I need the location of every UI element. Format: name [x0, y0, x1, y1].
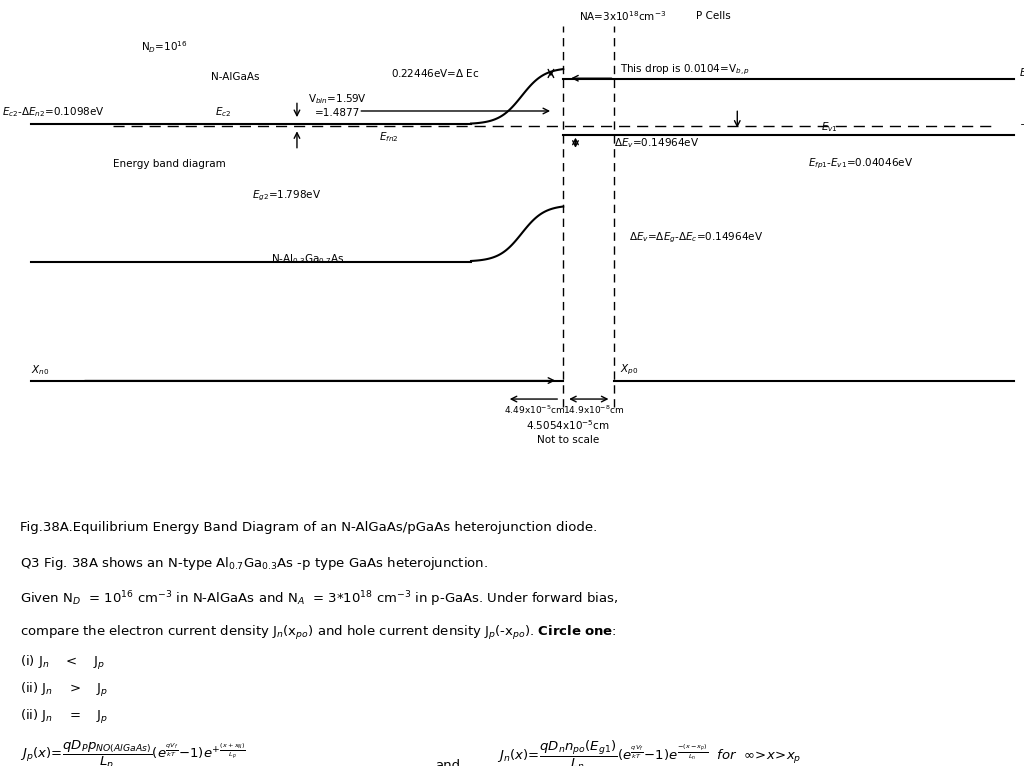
Text: 4.5054x10$^{-5}$cm: 4.5054x10$^{-5}$cm [526, 418, 610, 432]
Text: N$_D$=10$^{16}$: N$_D$=10$^{16}$ [140, 40, 187, 55]
Text: $E_{fn2}$: $E_{fn2}$ [379, 130, 399, 144]
Text: Not to scale: Not to scale [538, 435, 599, 445]
Text: Energy band diagram: Energy band diagram [113, 159, 225, 169]
Text: 0.22446eV=$\Delta$ Ec: 0.22446eV=$\Delta$ Ec [391, 67, 479, 79]
Text: compare the electron current density J$_n$(x$_{po}$) and hole current density J$: compare the electron current density J$_… [20, 624, 617, 642]
Text: $\Delta E_v$=0.14964eV: $\Delta E_v$=0.14964eV [614, 136, 699, 149]
Text: (ii) J$_n$    >    J$_p$: (ii) J$_n$ > J$_p$ [20, 682, 109, 699]
Text: Given N$_D$  = 10$^{16}$ cm$^{-3}$ in N-AlGaAs and N$_A$  = 3*10$^{18}$ cm$^{-3}: Given N$_D$ = 10$^{16}$ cm$^{-3}$ in N-A… [20, 590, 618, 609]
Text: NA=3x10$^{18}$cm$^{-3}$: NA=3x10$^{18}$cm$^{-3}$ [579, 9, 666, 23]
Text: Fig.38A.Equilibrium Energy Band Diagram of an N-AlGaAs/pGaAs heterojunction diod: Fig.38A.Equilibrium Energy Band Diagram … [20, 521, 598, 534]
Text: 4.49x10$^{-5}$cm: 4.49x10$^{-5}$cm [504, 404, 565, 416]
Text: 14.9x10$^{-8}$cm: 14.9x10$^{-8}$cm [563, 404, 625, 416]
Text: and: and [435, 758, 460, 766]
Text: $X_{n0}$: $X_{n0}$ [31, 363, 49, 377]
Text: $E_{c1}$: $E_{c1}$ [1019, 66, 1024, 80]
Text: P Cells: P Cells [696, 11, 731, 21]
Text: N-Al$_{0.3}$Ga$_{0.7}$As: N-Al$_{0.3}$Ga$_{0.7}$As [270, 252, 344, 266]
Text: N-AlGaAs: N-AlGaAs [211, 72, 260, 82]
Text: $\Delta E_v$=$\Delta E_g$-$\Delta E_c$=0.14964eV: $\Delta E_v$=$\Delta E_g$-$\Delta E_c$=0… [629, 231, 764, 245]
Text: $E_{fp1}$-$E_{v1}$=0.04046eV: $E_{fp1}$-$E_{v1}$=0.04046eV [808, 157, 912, 171]
Text: This drop is 0.0104=V$_{b,p}$: This drop is 0.0104=V$_{b,p}$ [620, 63, 750, 77]
Text: =1.4877: =1.4877 [315, 107, 360, 117]
Text: $X_{p0}$: $X_{p0}$ [620, 363, 638, 377]
Text: $E_{c2}$-$\Delta E_{n2}$=0.1098eV: $E_{c2}$-$\Delta E_{n2}$=0.1098eV [2, 106, 104, 119]
Text: $J_p(x)\!=\!\dfrac{qD_P p_{NO(AlGaAs)}}{L_p}(e^{\frac{qV_f}{kT}}\!-\!1)e^{+\frac: $J_p(x)\!=\!\dfrac{qD_P p_{NO(AlGaAs)}}{… [20, 739, 247, 766]
Text: (i) J$_n$    <    J$_p$: (i) J$_n$ < J$_p$ [20, 654, 105, 673]
Text: $-E_{fp1}$: $-E_{fp1}$ [1019, 119, 1024, 133]
Text: $E_{c2}$: $E_{c2}$ [215, 106, 231, 119]
Text: $E_{v1}$: $E_{v1}$ [821, 120, 838, 134]
Text: $J_n(x)\!=\!\dfrac{qD_n n_{po}(E_{g1})}{L_n}(e^{\frac{qV_f}{kT}}\!-\!1)e^{\frac{: $J_n(x)\!=\!\dfrac{qD_n n_{po}(E_{g1})}{… [498, 739, 802, 766]
Text: (ii) J$_n$    =    J$_p$: (ii) J$_n$ = J$_p$ [20, 709, 109, 726]
Text: $E_{g2}$=1.798eV: $E_{g2}$=1.798eV [252, 188, 322, 203]
Text: V$_{bin}$=1.59V: V$_{bin}$=1.59V [308, 92, 368, 106]
Text: Q3 Fig. 38A shows an N-type Al$_{0.7}$Ga$_{0.3}$As -p type GaAs heterojunction.: Q3 Fig. 38A shows an N-type Al$_{0.7}$Ga… [20, 555, 488, 572]
